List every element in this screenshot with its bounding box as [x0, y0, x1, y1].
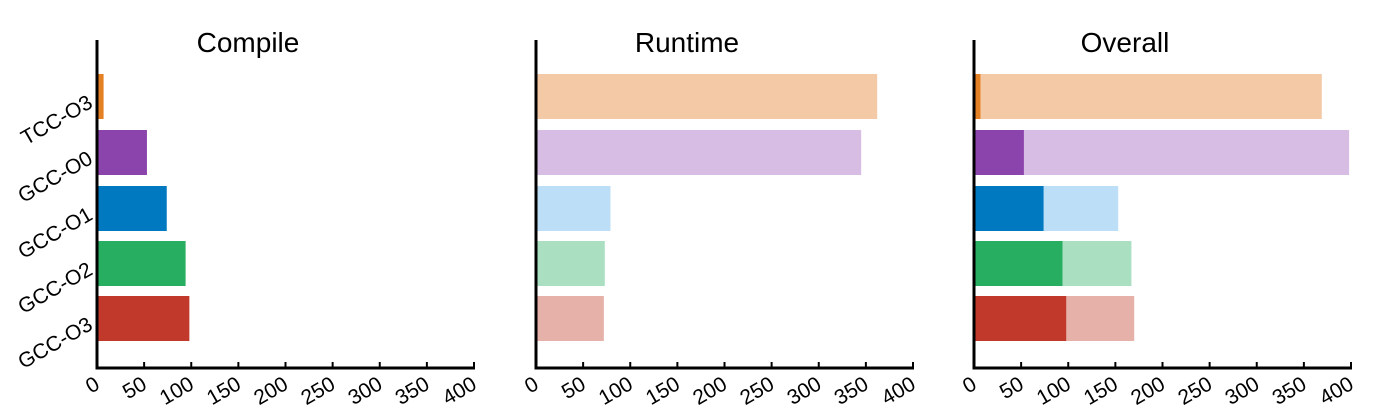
x-tick-label: 400: [439, 372, 481, 409]
x-tick-label: 0: [521, 372, 543, 398]
panel-compile: Compile 0 50 100 150 200 250 300 350 400: [82, 27, 481, 410]
bar-gcc-o0-dark: [97, 130, 147, 175]
panel-title: Compile: [197, 27, 300, 58]
x-tick-label: 200: [1127, 372, 1169, 409]
panel-title: Runtime: [635, 27, 739, 58]
bar-tcc-o3-dark: [974, 74, 981, 119]
bar-gcc-o2-light: [536, 241, 605, 286]
category-label: GCC-O0: [14, 147, 96, 208]
x-tick-label: 350: [392, 372, 434, 409]
x-tick-label: 150: [642, 372, 684, 409]
bar-gcc-o0-light: [1023, 130, 1350, 175]
bar-gcc-o3-dark: [974, 296, 1067, 341]
x-tick-label: 50: [996, 372, 1028, 404]
x-tick-label: 0: [959, 372, 981, 398]
bar-gcc-o3-dark: [97, 296, 190, 341]
x-tick-label: 250: [297, 372, 339, 409]
x-tick-label: 150: [1080, 372, 1122, 409]
x-tick-label: 350: [831, 372, 873, 409]
category-label: GCC-O2: [14, 258, 96, 319]
bar-gcc-o1-dark: [97, 186, 167, 231]
x-tick-label: 300: [344, 372, 386, 409]
x-tick-label: 300: [783, 372, 825, 409]
x-tick-label: 50: [558, 372, 590, 404]
x-tick-label: 250: [1174, 372, 1216, 409]
panel-overall: Overall 0 50 100 150 200 250 300 350 400: [959, 27, 1358, 410]
x-tick-label: 50: [119, 372, 151, 404]
category-label: GCC-O1: [14, 203, 96, 264]
x-tick-label: 300: [1221, 372, 1263, 409]
bars: [974, 74, 1350, 341]
bar-gcc-o2-dark: [97, 241, 186, 286]
x-tick-label: 350: [1269, 372, 1311, 409]
bar-gcc-o3-light: [536, 296, 604, 341]
x-tick-label: 100: [156, 372, 198, 409]
panel-title: Overall: [1081, 27, 1170, 58]
x-tick-label: 250: [736, 372, 778, 409]
bar-gcc-o1-dark: [974, 186, 1044, 231]
bars: [97, 74, 190, 341]
category-label: GCC-O3: [14, 313, 96, 374]
panel-runtime: Runtime 0 50 100 150 200 250 300 350 400: [521, 27, 920, 410]
bar-gcc-o1-light: [1043, 186, 1119, 231]
bars: [536, 74, 878, 341]
bar-gcc-o1-light: [536, 186, 611, 231]
bar-tcc-o3-light: [980, 74, 1322, 119]
bar-gcc-o0-light: [536, 130, 862, 175]
x-tick-label: 100: [1033, 372, 1075, 409]
bar-gcc-o2-dark: [974, 241, 1063, 286]
x-tick-label: 100: [595, 372, 637, 409]
bar-gcc-o0-dark: [974, 130, 1024, 175]
bar-tcc-o3-light: [536, 74, 878, 119]
x-tick-label: 400: [878, 372, 920, 409]
x-tick-label: 0: [82, 372, 104, 398]
x-tick-label: 150: [203, 372, 245, 409]
bar-gcc-o3-light: [1066, 296, 1135, 341]
bar-gcc-o2-light: [1062, 241, 1132, 286]
x-tick-label: 200: [250, 372, 292, 409]
x-tick-label: 200: [689, 372, 731, 409]
category-label: TCC-O3: [17, 91, 96, 150]
bar-tcc-o3-dark: [97, 74, 104, 119]
x-tick-label: 400: [1316, 372, 1358, 409]
